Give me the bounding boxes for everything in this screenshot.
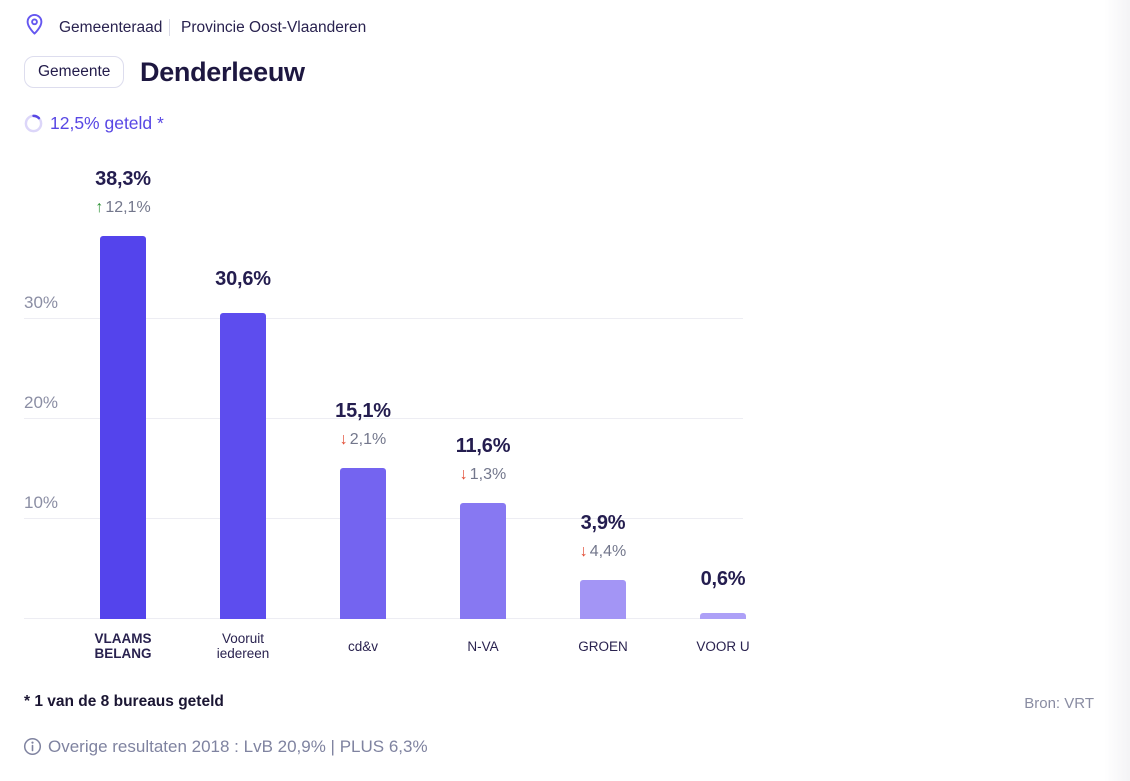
x-axis-label-n-va: N-VA: [423, 629, 543, 663]
level-badge: Gemeente: [24, 56, 125, 88]
x-axis-label-voor-u: VOOR U: [663, 629, 783, 663]
change-value: 12,1%: [105, 199, 151, 216]
breadcrumb-divider: [169, 19, 170, 36]
down-arrow-icon: ↓: [579, 543, 588, 560]
bar-groen[interactable]: [580, 580, 626, 619]
right-edge-fade: [1104, 0, 1130, 781]
bar-group-vooruit-iedereen: 30,6%: [183, 140, 303, 619]
bar-change-label: ↑ 12,1%: [95, 198, 150, 217]
x-axis-label-vlaams-belang: VLAAMS BELANG: [63, 629, 183, 663]
bar-vlaams-belang[interactable]: [100, 236, 146, 619]
up-arrow-icon: ↑: [95, 199, 104, 216]
bar-group-vlaams-belang: 38,3% ↑ 12,1%: [63, 140, 183, 619]
other-results-2018-note: Overige resultaten 2018 : LvB 20,9% | PL…: [48, 737, 428, 756]
bar-group-groen: 3,9% ↓ 4,4%: [543, 140, 663, 619]
bar-group-voor-u: 0,6%: [663, 140, 783, 619]
results-bar-chart: 10% 20% 30% 38,3% ↑ 12,1% VLAAMS BELANG 30,6% Vo…: [0, 140, 762, 665]
location-pin-icon: [26, 13, 43, 35]
source-label: Bron: VRT: [1024, 695, 1094, 712]
bar-group-n-va: 11,6% ↓ 1,3%: [423, 140, 543, 619]
x-axis-label-cd-v: cd&v: [303, 629, 423, 663]
bar-value-label: 15,1%: [335, 400, 391, 422]
bar-value-label: 11,6%: [455, 435, 511, 457]
party-name: VOOR U: [696, 638, 750, 654]
breadcrumb-region[interactable]: Provincie Oost-Vlaanderen: [181, 19, 367, 36]
bar-value-label: 3,9%: [580, 512, 626, 534]
bar-cd-v[interactable]: [340, 468, 386, 619]
change-value: 2,1%: [349, 431, 387, 448]
bureaus-counted-footnote: * 1 van de 8 bureaus geteld: [24, 693, 224, 710]
down-arrow-icon: ↓: [339, 431, 348, 448]
breadcrumb-election[interactable]: Gemeenteraad: [59, 19, 163, 36]
page-title: Denderleeuw: [140, 57, 305, 87]
bar-n-va[interactable]: [460, 503, 506, 619]
info-circle-icon: [23, 737, 42, 756]
change-value: 1,3%: [469, 466, 507, 483]
y-axis-tick-label: 20%: [24, 393, 59, 412]
bar-value-label: 38,3%: [95, 168, 151, 190]
bar-value-label: 0,6%: [700, 568, 746, 590]
down-arrow-icon: ↓: [459, 466, 468, 483]
bar-change-label: ↓ 1,3%: [460, 465, 506, 484]
bar-change-label: ↓ 2,1%: [340, 430, 386, 449]
bar-change-label: ↓ 4,4%: [580, 542, 626, 561]
bar-value-label: 30,6%: [215, 268, 271, 290]
party-name: Vooruit iedereen: [216, 631, 270, 661]
counted-percentage-label: 12,5% geteld *: [50, 113, 164, 133]
gridline-20: [24, 418, 743, 419]
bar-group-cd-v: 15,1% ↓ 2,1%: [303, 140, 423, 619]
progress-ring-icon: [24, 114, 43, 133]
party-name: cd&v: [347, 638, 378, 654]
bar-vooruit-iedereen[interactable]: [220, 313, 266, 619]
y-axis-tick-label: 30%: [24, 293, 59, 312]
party-name: VLAAMS BELANG: [94, 631, 152, 661]
y-axis-tick-label: 10%: [24, 493, 59, 512]
x-axis-label-groen: GROEN: [543, 629, 663, 663]
party-name: GROEN: [578, 638, 628, 654]
party-name: N-VA: [467, 638, 499, 654]
bar-voor-u[interactable]: [700, 613, 746, 619]
gridline-30: [24, 318, 743, 319]
x-axis-label-vooruit-iedereen: Vooruit iedereen: [183, 629, 303, 663]
change-value: 4,4%: [589, 543, 627, 560]
